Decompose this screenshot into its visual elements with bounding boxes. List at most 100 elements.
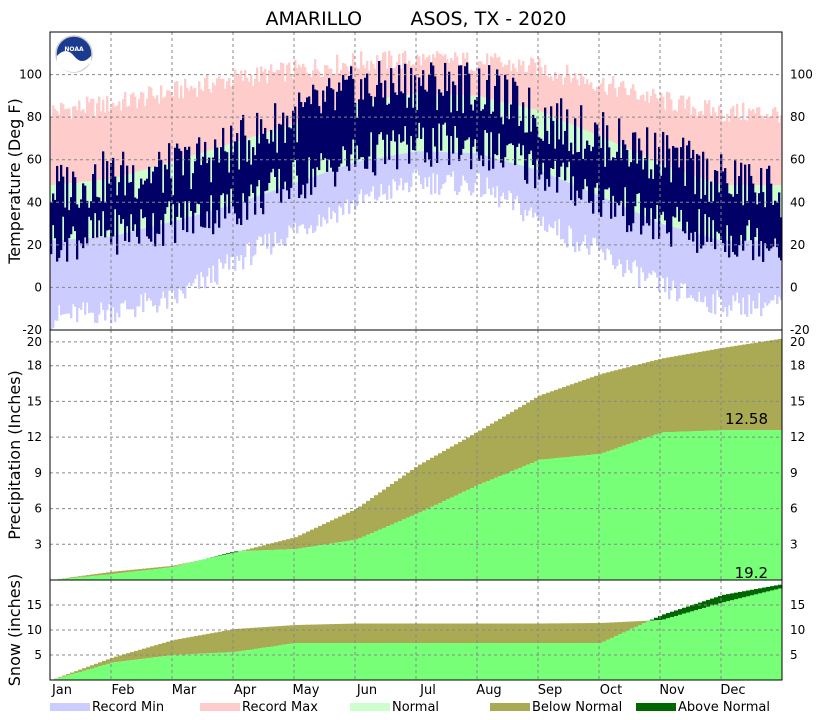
observed-temperature-bar — [214, 139, 217, 224]
observed-bar — [382, 643, 387, 680]
record-min-bar — [722, 240, 725, 313]
below-normal-bar — [70, 577, 75, 579]
observed-temperature-bar — [258, 143, 261, 180]
y-tick-label: 60 — [790, 153, 805, 167]
record-max-bar — [624, 88, 627, 148]
record-max-bar — [560, 75, 563, 120]
observed-bar — [394, 522, 399, 580]
record-min-bar — [270, 191, 273, 255]
below-normal-bar — [370, 623, 375, 643]
observed-bar — [542, 643, 547, 680]
observed-bar — [374, 531, 379, 580]
observed-bar — [154, 657, 159, 680]
observed-temperature-bar — [336, 91, 339, 172]
record-max-bar — [570, 82, 573, 125]
observed-bar — [346, 540, 351, 580]
above-normal-bar — [746, 590, 751, 597]
record-min-bar — [390, 155, 393, 199]
record-max-bar — [522, 60, 525, 107]
below-normal-bar — [426, 460, 431, 509]
observed-bar — [334, 542, 339, 580]
below-normal-bar — [514, 623, 519, 643]
below-normal-bar — [642, 363, 647, 439]
observed-temperature-bar — [328, 78, 331, 160]
record-max-bar — [208, 88, 211, 151]
below-normal-bar — [278, 541, 283, 550]
below-normal-bar — [622, 621, 627, 633]
below-normal-bar — [526, 623, 531, 643]
record-max-bar — [722, 121, 725, 186]
record-min-bar — [490, 156, 493, 195]
record-max-bar — [180, 85, 183, 160]
record-max-bar — [524, 71, 527, 108]
y-tick-label: 3 — [790, 537, 798, 551]
observed-temperature-bar — [240, 120, 243, 226]
observed-bar — [638, 440, 643, 580]
record-min-bar — [310, 177, 313, 226]
observed-bar — [186, 654, 191, 680]
record-min-bar — [540, 171, 543, 226]
observed-temperature-bar — [262, 133, 265, 215]
below-normal-bar — [122, 570, 127, 573]
record-min-bar — [162, 223, 165, 292]
observed-bar — [274, 549, 279, 580]
below-normal-bar — [322, 524, 327, 545]
below-normal-bar — [634, 621, 639, 627]
above-normal-bar — [758, 588, 763, 594]
observed-bar — [622, 445, 627, 580]
below-normal-bar — [342, 514, 347, 542]
below-normal-bar — [454, 444, 459, 496]
record-max-bar — [586, 79, 589, 131]
record-max-bar — [716, 118, 719, 184]
observed-bar — [242, 551, 247, 580]
below-normal-bar — [358, 506, 363, 539]
record-max-bar — [452, 60, 455, 95]
record-min-bar — [512, 163, 515, 211]
record-max-bar — [258, 81, 261, 135]
below-normal-bar — [434, 455, 439, 505]
observed-temperature-bar — [438, 89, 441, 124]
record-max-bar — [88, 102, 91, 182]
normal-bar — [444, 94, 447, 153]
svg-text:NOAA: NOAA — [64, 46, 84, 53]
record-min-bar — [692, 232, 695, 299]
above-normal-bar — [766, 586, 771, 592]
record-max-bar — [176, 81, 179, 161]
observed-temperature-bar — [426, 91, 429, 153]
observed-bar — [318, 545, 323, 580]
observed-temperature-bar — [656, 164, 659, 205]
observed-temperature-bar — [304, 102, 307, 199]
observed-temperature-bar — [518, 126, 521, 144]
record-min-bar — [496, 158, 499, 187]
observed-bar — [766, 430, 771, 580]
record-max-bar — [230, 86, 233, 144]
below-normal-bar — [670, 356, 675, 433]
observed-temperature-bar — [356, 117, 359, 146]
record-max-bar — [686, 99, 689, 174]
observed-bar — [630, 442, 635, 580]
observed-temperature-bar — [298, 92, 301, 198]
record-min-bar — [356, 161, 359, 206]
observed-temperature-bar — [750, 175, 753, 241]
below-normal-bar — [538, 623, 543, 643]
record-min-bar — [680, 229, 683, 284]
observed-bar — [702, 607, 707, 680]
above-normal-bar — [730, 593, 735, 601]
record-min-bar — [754, 240, 757, 309]
record-max-bar — [170, 91, 173, 163]
observed-bar — [298, 548, 303, 580]
record-min-bar — [766, 240, 769, 306]
record-max-bar — [748, 108, 751, 186]
observed-bar — [590, 643, 595, 680]
record-min-bar — [122, 233, 125, 304]
observed-temperature-bar — [642, 169, 645, 226]
observed-temperature-bar — [450, 112, 453, 136]
below-normal-bar — [154, 567, 159, 570]
observed-bar — [178, 565, 183, 580]
record-min-bar — [404, 153, 407, 184]
record-min-bar — [100, 237, 103, 303]
observed-temperature-bar — [408, 97, 411, 164]
record-min-bar — [426, 151, 429, 187]
record-max-bar — [376, 55, 379, 100]
observed-temperature-bar — [94, 164, 97, 214]
